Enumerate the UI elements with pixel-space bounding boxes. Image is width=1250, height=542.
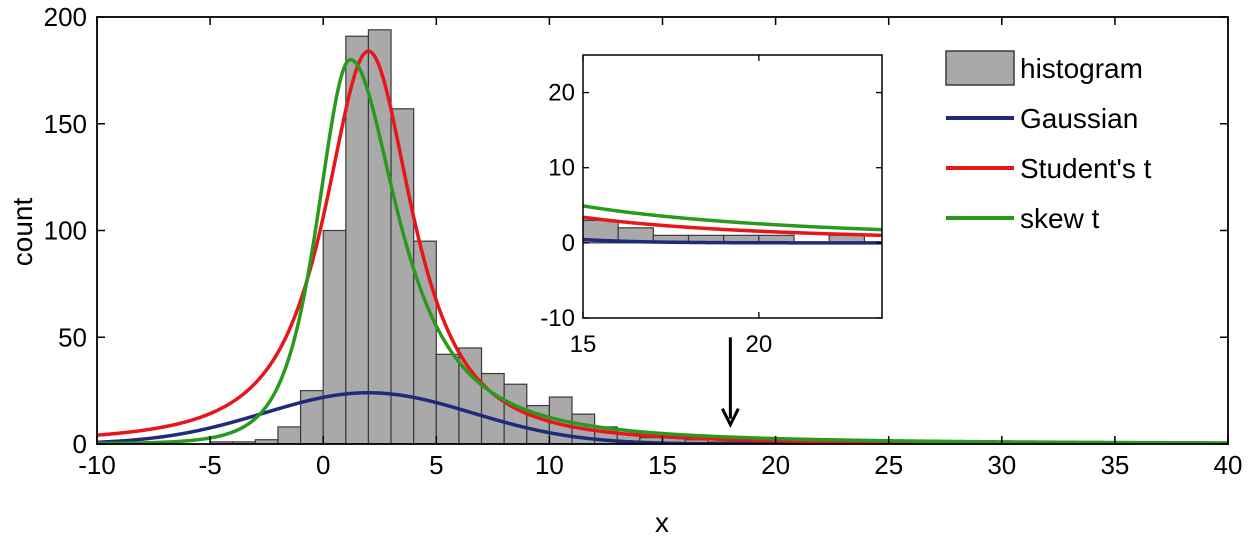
y-tick-label: 150 <box>44 109 87 139</box>
x-tick-label: 0 <box>316 450 330 480</box>
annotation-arrow-head <box>721 407 740 429</box>
y-axis-label: count <box>7 198 38 267</box>
legend: histogram Gaussian Student's t skew t <box>945 50 1152 234</box>
x-tick-label: 35 <box>1100 450 1129 480</box>
x-tick-label: 10 <box>535 450 564 480</box>
histogram-bar <box>413 240 437 444</box>
inset-background <box>583 55 882 318</box>
plot-frame <box>96 16 1229 445</box>
inset-x-tick-label: 20 <box>746 331 773 358</box>
x-tick-label: 20 <box>761 450 790 480</box>
histogram-bar <box>503 383 528 444</box>
inset-series-line <box>583 204 882 232</box>
legend-label: skew t <box>1020 203 1100 234</box>
histogram-bar <box>435 353 460 444</box>
y-tick-label: 200 <box>44 2 87 32</box>
inset-series-line <box>583 215 882 238</box>
inset-x-tick-label: 15 <box>570 331 597 358</box>
legend-label: Gaussian <box>1020 103 1138 134</box>
histogram-bar <box>277 426 302 444</box>
y-tick-label: 50 <box>58 322 87 352</box>
inset-fit-curves <box>583 204 882 245</box>
series-line <box>97 57 1228 444</box>
legend-label: Student's t <box>1020 153 1152 184</box>
x-tick-label: 40 <box>1214 450 1243 480</box>
x-tick-label: 30 <box>987 450 1016 480</box>
x-tick-label: 5 <box>429 450 443 480</box>
inset-y-tick-label: 10 <box>548 155 575 182</box>
legend-label: histogram <box>1020 53 1143 84</box>
y-tick-label: 100 <box>44 216 87 246</box>
histogram-bar <box>458 347 483 444</box>
legend-swatch-histogram <box>945 50 1015 86</box>
x-tick-label: -5 <box>199 450 222 480</box>
inset-y-tick-label: -10 <box>540 305 575 332</box>
x-tick-label: 15 <box>648 450 677 480</box>
x-tick-label: -10 <box>78 450 116 480</box>
inset-plot-area: 15 20 -10 0 10 20 <box>540 54 883 358</box>
histogram-bar <box>322 229 347 444</box>
inset-series-line <box>583 237 882 245</box>
inset-frame <box>582 54 883 319</box>
inset-y-tick-label: 0 <box>562 230 575 257</box>
x-axis-label: x <box>655 507 669 537</box>
x-tick-label: 25 <box>874 450 903 480</box>
y-tick-label: 0 <box>73 429 87 459</box>
inset-y-tick-label: 20 <box>548 80 575 107</box>
